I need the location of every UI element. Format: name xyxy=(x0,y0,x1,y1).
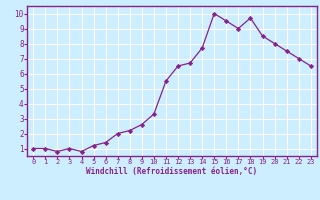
X-axis label: Windchill (Refroidissement éolien,°C): Windchill (Refroidissement éolien,°C) xyxy=(86,167,258,176)
